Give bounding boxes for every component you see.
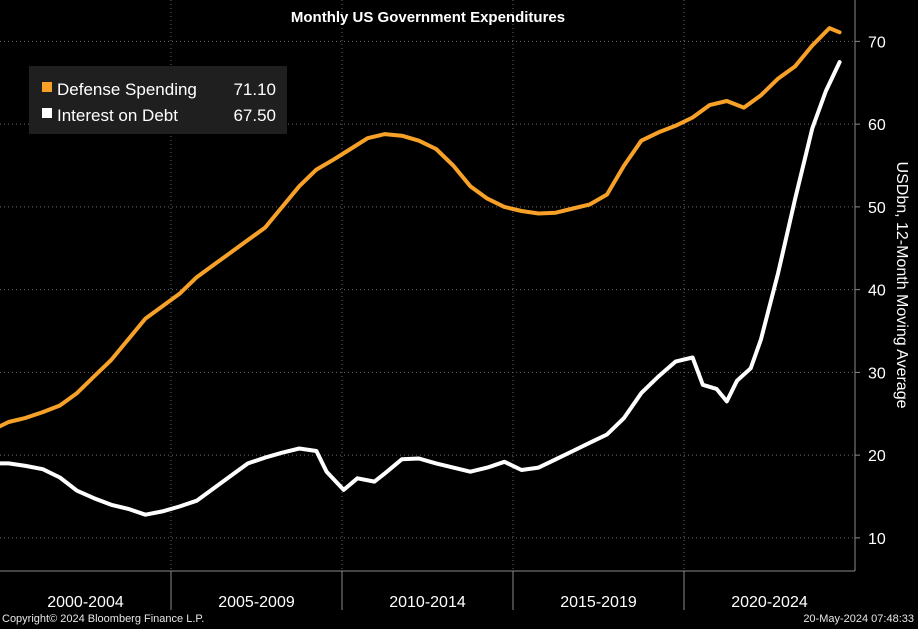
y-ticks: 10 20 30 40 50 60 70 <box>855 34 886 548</box>
legend: Defense Spending 71.10 Interest on Debt … <box>29 66 287 134</box>
x-group-label: 2005-2009 <box>218 594 295 611</box>
x-group-label: 2000-2004 <box>47 594 124 611</box>
legend-swatch-defense <box>42 82 52 92</box>
series-line-defense-spending <box>0 26 842 429</box>
legend-label-defense: Defense Spending <box>57 80 197 99</box>
chart-title: Monthly US Government Expenditures <box>291 9 565 26</box>
series-lines <box>0 26 842 517</box>
y-tick-label: 20 <box>868 448 886 465</box>
legend-box <box>29 66 287 134</box>
legend-value-interest: 67.50 <box>233 106 276 125</box>
legend-value-defense: 71.10 <box>233 80 276 99</box>
legend-label-interest: Interest on Debt <box>57 106 178 125</box>
x-group-label: 2015-2019 <box>560 594 637 611</box>
y-tick-label: 70 <box>868 34 886 51</box>
x-groups: 2000-2004 2005-2009 2010-2014 2015-2019 2020… <box>47 571 808 611</box>
x-group-label: 2010-2014 <box>389 594 466 611</box>
y-tick-label: 60 <box>868 117 886 134</box>
y-tick-label: 50 <box>868 200 886 217</box>
x-group-label: 2020-2024 <box>731 594 808 611</box>
grid <box>0 0 855 571</box>
y-tick-label: 30 <box>868 365 886 382</box>
y-tick-label: 10 <box>868 531 886 548</box>
copyright-text: Copyright© 2024 Bloomberg Finance L.P. <box>2 613 205 625</box>
y-tick-label: 40 <box>868 283 886 300</box>
legend-swatch-interest <box>42 108 52 118</box>
series-line-interest-on-debt <box>0 60 842 517</box>
y-axis-label: USDbn, 12-Month Moving Average <box>893 162 910 409</box>
timestamp-text: 20-May-2024 07:48:33 <box>803 613 914 625</box>
